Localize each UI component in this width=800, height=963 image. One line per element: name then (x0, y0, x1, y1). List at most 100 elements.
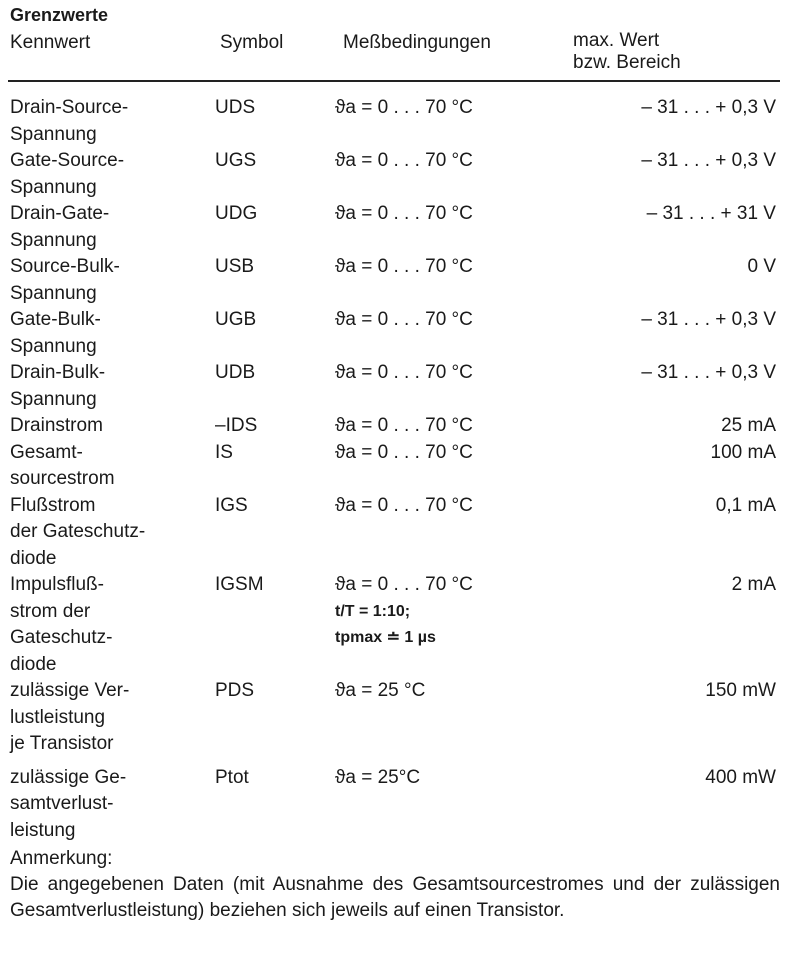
kennwert-cell: Source-Bulk- Spannung (10, 254, 120, 307)
bedingungen-cell: ϑa = 0 . . . 70 °C (335, 201, 473, 228)
bedingungen-cell: ϑa = 25 °C (335, 678, 425, 705)
header-symbol: Symbol (220, 32, 284, 53)
kennwert-cell: Drain-Bulk- Spannung (10, 360, 105, 413)
kennwert-line: strom der (10, 600, 91, 622)
bedingungen-cell: ϑa = 0 . . . 70 °C (335, 493, 473, 520)
wert-cell: 25 mA (721, 415, 776, 436)
kennwert-line: Impulsfluß- (10, 574, 104, 595)
bedingungen-line: tpmax ≐ 1 µs (335, 629, 436, 646)
wert-cell: 0 V (747, 256, 776, 277)
bedingungen-line: ϑa = 0 . . . 70 °C (335, 150, 473, 171)
kennwert-line: Spannung (10, 388, 97, 410)
section-title: Grenzwerte (10, 5, 109, 25)
kennwert-line: leistung (10, 819, 76, 841)
kennwert-cell: zulässige Ge-samtverlust-leistung (10, 765, 126, 845)
bedingungen-cell: ϑa = 0 . . . 70 °C (335, 413, 473, 440)
bedingungen-cell: ϑa = 0 . . . 70 °C t/T = 1:10; tpmax ≐ 1 µ… (335, 572, 473, 652)
kennwert-line: diode (10, 653, 57, 675)
bedingungen-line: ϑa = 0 . . . 70 °C (335, 97, 473, 118)
symbol-cell: UDS (215, 97, 256, 118)
kennwert-line: zulässige Ge- (10, 766, 127, 788)
kennwert-line: Source-Bulk- (10, 256, 120, 277)
kennwert-line: Drainstrom (10, 415, 103, 436)
symbol-cell: UDG (215, 203, 258, 224)
bedingungen-cell: ϑa = 25°C (335, 765, 420, 792)
symbol-cell: UGB (215, 309, 257, 330)
symbol-cell: –IDS (215, 415, 258, 436)
bedingungen-cell: ϑa = 0 . . . 70 °C (335, 254, 473, 281)
header-divider (8, 80, 780, 82)
bedingungen-line: ϑa = 25°C (335, 766, 421, 788)
symbol-cell: IGS (215, 494, 248, 516)
bedingungen-line: ϑa = 0 . . . 70 °C (335, 441, 473, 463)
header-wert-1: max. Wert (573, 30, 660, 51)
kennwert-line: der Gateschutz- (10, 521, 146, 542)
kennwert-line: Drain-Gate- (10, 203, 110, 224)
kennwert-line: zulässige Ver- (10, 680, 130, 701)
kennwert-line: diode (10, 547, 57, 569)
note: Anmerkung: Die angegebenen Daten (mit Au… (10, 846, 790, 924)
kennwert-line: Gesamt- (10, 441, 83, 463)
bedingungen-line: ϑa = 0 . . . 70 °C (335, 494, 473, 516)
bedingungen-cell: ϑa = 0 . . . 70 °C (335, 440, 473, 467)
kennwert-line: Drain-Source- (10, 97, 129, 118)
kennwert-line: Spannung (10, 176, 97, 198)
symbol-cell: UDB (215, 362, 256, 383)
bedingungen-cell: ϑa = 0 . . . 70 °C (335, 95, 473, 122)
symbol-cell: Ptot (215, 766, 249, 788)
kennwert-line: je Transistor (10, 733, 114, 754)
wert-cell: – 31 . . . + 0,3 V (641, 97, 776, 118)
bedingungen-line: ϑa = 0 . . . 70 °C (335, 309, 473, 330)
header-kennwert: Kennwert (10, 32, 91, 53)
bedingungen-line: ϑa = 0 . . . 70 °C (335, 415, 473, 436)
kennwert-cell: zulässige Ver-lustleistung je Transistor (10, 678, 129, 758)
wert-cell: 150 mW (705, 680, 776, 701)
kennwert-line: lustleistung (10, 706, 106, 728)
symbol-cell: UGS (215, 150, 257, 171)
kennwert-line: Drain-Bulk- (10, 362, 106, 383)
bedingungen-cell: ϑa = 0 . . . 70 °C (335, 148, 473, 175)
kennwert-cell: Drain-Source- Spannung (10, 95, 128, 148)
header-bedingungen: Meßbedingungen (343, 32, 491, 53)
kennwert-cell: Drainstrom (10, 413, 103, 440)
bedingungen-line: ϑa = 0 . . . 70 °C (335, 362, 473, 383)
bedingungen-line: ϑa = 0 . . . 70 °C (335, 256, 473, 277)
header-wert-2: bzw. Bereich (573, 52, 681, 73)
kennwert-line: Spannung (10, 335, 97, 357)
wert-cell: 400 mW (705, 766, 776, 788)
wert-cell: – 31 . . . + 0,3 V (641, 309, 776, 330)
note-title: Anmerkung: (10, 848, 113, 869)
kennwert-cell: Gate-Source- Spannung (10, 148, 124, 201)
bedingungen-line: ϑa = 0 . . . 70 °C (335, 203, 473, 224)
symbol-cell: USB (215, 256, 255, 277)
kennwert-cell: Impulsfluß-strom der Gateschutz-diode (10, 572, 112, 678)
kennwert-line: Spannung (10, 282, 97, 304)
kennwert-cell: Drain-Gate- Spannung (10, 201, 109, 254)
kennwert-line: samtverlust- (10, 793, 114, 814)
wert-cell: – 31 . . . + 0,3 V (641, 362, 776, 383)
bedingungen-line: ϑa = 0 . . . 70 °C (335, 574, 473, 595)
symbol-cell: IGSM (215, 574, 264, 595)
kennwert-line: Spannung (10, 229, 97, 251)
kennwert-line: Spannung (10, 123, 97, 145)
symbol-cell: IS (215, 441, 233, 463)
wert-cell: 0,1 mA (715, 494, 776, 516)
wert-cell: – 31 . . . + 0,3 V (641, 150, 776, 171)
bedingungen-line: t/T = 1:10; (335, 602, 411, 620)
kennwert-cell: Gesamt-sourcestrom (10, 440, 115, 493)
kennwert-line: Gateschutz- (10, 627, 113, 648)
wert-cell: 100 mA (710, 441, 776, 463)
bedingungen-cell: ϑa = 0 . . . 70 °C (335, 307, 473, 334)
symbol-cell: PDS (215, 680, 255, 701)
bedingungen-cell: ϑa = 0 . . . 70 °C (335, 360, 473, 387)
note-text: Die angegebenen Daten (mit Ausnahme des … (10, 874, 780, 921)
wert-cell: – 31 . . . + 31 V (646, 203, 776, 224)
kennwert-line: Flußstrom (10, 494, 96, 516)
bedingungen-line: ϑa = 25 °C (335, 680, 426, 701)
kennwert-line: Gate-Source- (10, 150, 125, 171)
kennwert-line: sourcestrom (10, 468, 115, 489)
kennwert-cell: Flußstrom der Gateschutz-diode (10, 493, 145, 573)
kennwert-cell: Gate-Bulk- Spannung (10, 307, 101, 360)
kennwert-line: Gate-Bulk- (10, 309, 101, 330)
wert-cell: 2 mA (731, 574, 776, 595)
